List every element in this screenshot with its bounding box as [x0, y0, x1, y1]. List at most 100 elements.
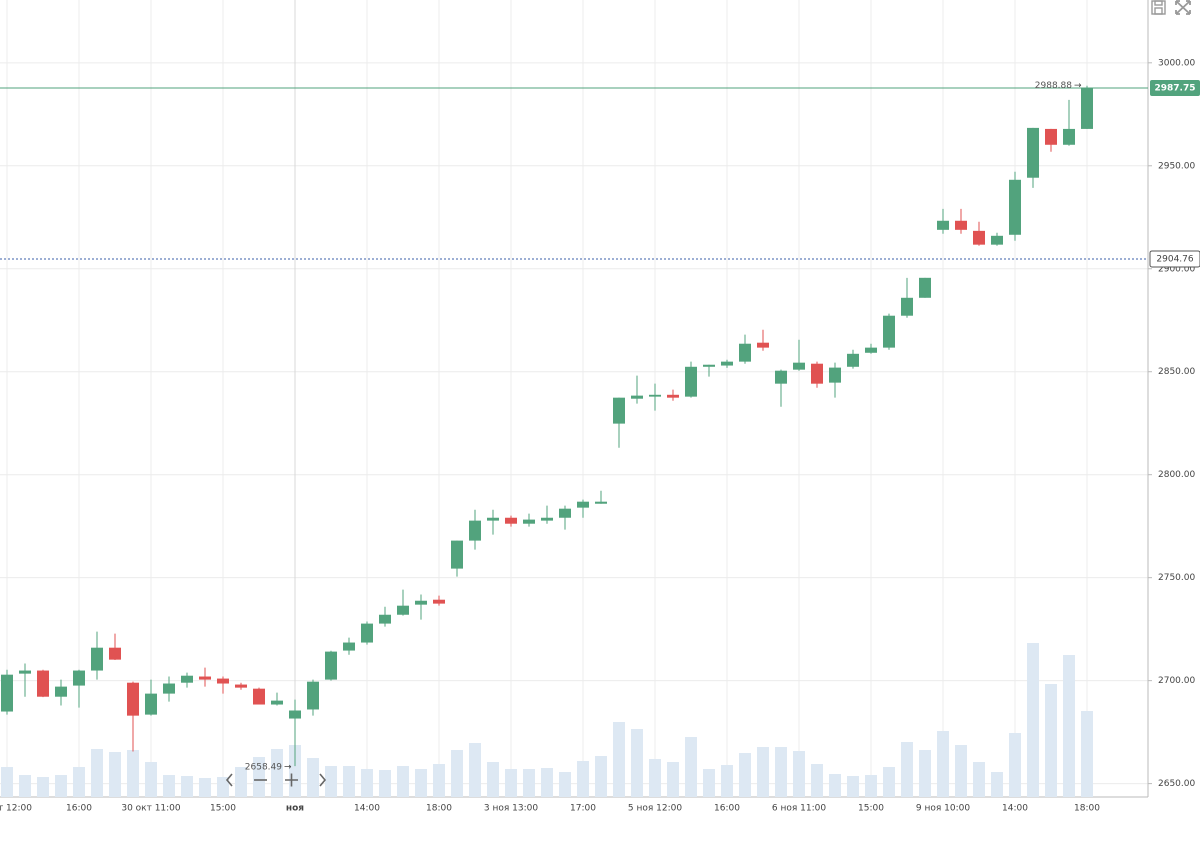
- candle-body: [289, 710, 301, 719]
- x-tick-label: 14:00: [1002, 804, 1028, 814]
- candle-body: [181, 675, 193, 683]
- volume-bar: [559, 772, 571, 797]
- zoom-controls: [225, 773, 327, 787]
- volume-bar: [757, 747, 769, 797]
- x-tick-label: 18:00: [1074, 804, 1100, 814]
- candle-body: [1027, 127, 1039, 178]
- candle-body: [109, 647, 121, 660]
- volume-bar: [883, 767, 895, 797]
- candle-body: [127, 682, 139, 716]
- candle-body: [523, 519, 535, 524]
- candle-body: [1, 674, 13, 712]
- candle-body: [487, 517, 499, 521]
- volume-bar: [127, 750, 139, 797]
- volume-bar: [271, 749, 283, 797]
- volume-bar: [865, 775, 877, 797]
- volume-bar: [451, 750, 463, 797]
- volume-bar: [1045, 684, 1057, 797]
- volume-bar: [649, 759, 661, 797]
- x-tick-label: 15:00: [858, 804, 884, 814]
- candle-body: [1009, 179, 1021, 235]
- candle-body: [145, 693, 157, 715]
- volume-bar: [91, 749, 103, 797]
- candle-body: [541, 517, 553, 521]
- candle-body: [307, 681, 319, 710]
- volume-bar: [433, 764, 445, 797]
- x-tick-label: 17:00: [570, 804, 596, 814]
- candle-body: [55, 686, 67, 697]
- reference-box: [1149, 250, 1200, 268]
- candle-body: [415, 600, 427, 605]
- volume-bar: [163, 775, 175, 797]
- volume-bar: [937, 731, 949, 797]
- volume-bar: [217, 777, 229, 797]
- x-tick-label: 14:00: [354, 804, 380, 814]
- volume-bar: [307, 758, 319, 797]
- x-tick-label: 16:00: [66, 804, 92, 814]
- volume-bar: [235, 767, 247, 797]
- volume-bar: [181, 776, 193, 797]
- candle-body: [955, 220, 967, 230]
- y-tick-label: 2850.00: [1158, 367, 1195, 377]
- reference-label: 2904.76: [1156, 254, 1193, 264]
- candle-body: [613, 397, 625, 424]
- x-tick-label: 5 ноя 12:00: [628, 804, 682, 814]
- y-tick-label: 2950.00: [1158, 161, 1195, 171]
- volume-bar: [325, 766, 337, 797]
- x-tick-label: 3 ноя 13:00: [484, 804, 538, 814]
- candle-body: [973, 230, 985, 245]
- y-tick-label: 2700.00: [1158, 676, 1195, 686]
- candle-body: [685, 366, 697, 397]
- volume-bar: [469, 743, 481, 797]
- zoom-in[interactable]: [285, 773, 298, 787]
- y-tick-label: 2750.00: [1158, 573, 1195, 583]
- volume-bar: [199, 778, 211, 797]
- candle-body: [667, 394, 679, 398]
- save-icon[interactable]: [1151, 0, 1166, 15]
- volume-bar: [721, 765, 733, 797]
- candle-body: [253, 688, 265, 705]
- volume-bar: [145, 762, 157, 797]
- volume-bar: [901, 742, 913, 797]
- volume-bar: [577, 761, 589, 797]
- volume-bar: [19, 775, 31, 797]
- volume-bar: [829, 774, 841, 797]
- scroll-right[interactable]: [319, 773, 327, 787]
- candle-body: [811, 363, 823, 384]
- high-marker-arrow: →: [1074, 81, 1082, 91]
- volume-bar: [361, 769, 373, 797]
- candle-body: [505, 517, 517, 524]
- scroll-left[interactable]: [225, 773, 233, 787]
- candle-body: [325, 651, 337, 680]
- last-price-box: [1150, 80, 1200, 97]
- volume-bar: [685, 737, 697, 797]
- candle-body: [919, 277, 931, 298]
- volume-bar: [631, 729, 643, 797]
- volume-bar: [1081, 711, 1093, 797]
- candle-body: [361, 623, 373, 643]
- low-marker-label: 2658.49: [245, 763, 282, 773]
- candle-body: [739, 343, 751, 362]
- fullscreen-icon[interactable]: [1175, 0, 1191, 15]
- x-tick-label: 30 окт 11:00: [121, 804, 181, 814]
- candle-body: [775, 370, 787, 384]
- volume-bar: [1009, 733, 1021, 797]
- candle-body: [991, 235, 1003, 245]
- volume-bar: [1063, 655, 1075, 797]
- volume-bar: [793, 751, 805, 797]
- y-tick-label: 3000.00: [1158, 58, 1195, 68]
- high-marker-label: 2988.88: [1035, 81, 1072, 91]
- candle-body: [1045, 128, 1057, 145]
- candle-body: [757, 342, 769, 348]
- y-tick-label: 2800.00: [1158, 470, 1195, 480]
- low-marker-arrow: →: [284, 763, 292, 773]
- volume-bar: [379, 770, 391, 797]
- x-tick-label: 9 ноя 10:00: [916, 804, 970, 814]
- x-tick-label: 16:00: [714, 804, 740, 814]
- candle-body: [577, 501, 589, 508]
- volume-bar: [415, 769, 427, 797]
- candle-body: [649, 394, 661, 397]
- candle-body: [433, 599, 445, 604]
